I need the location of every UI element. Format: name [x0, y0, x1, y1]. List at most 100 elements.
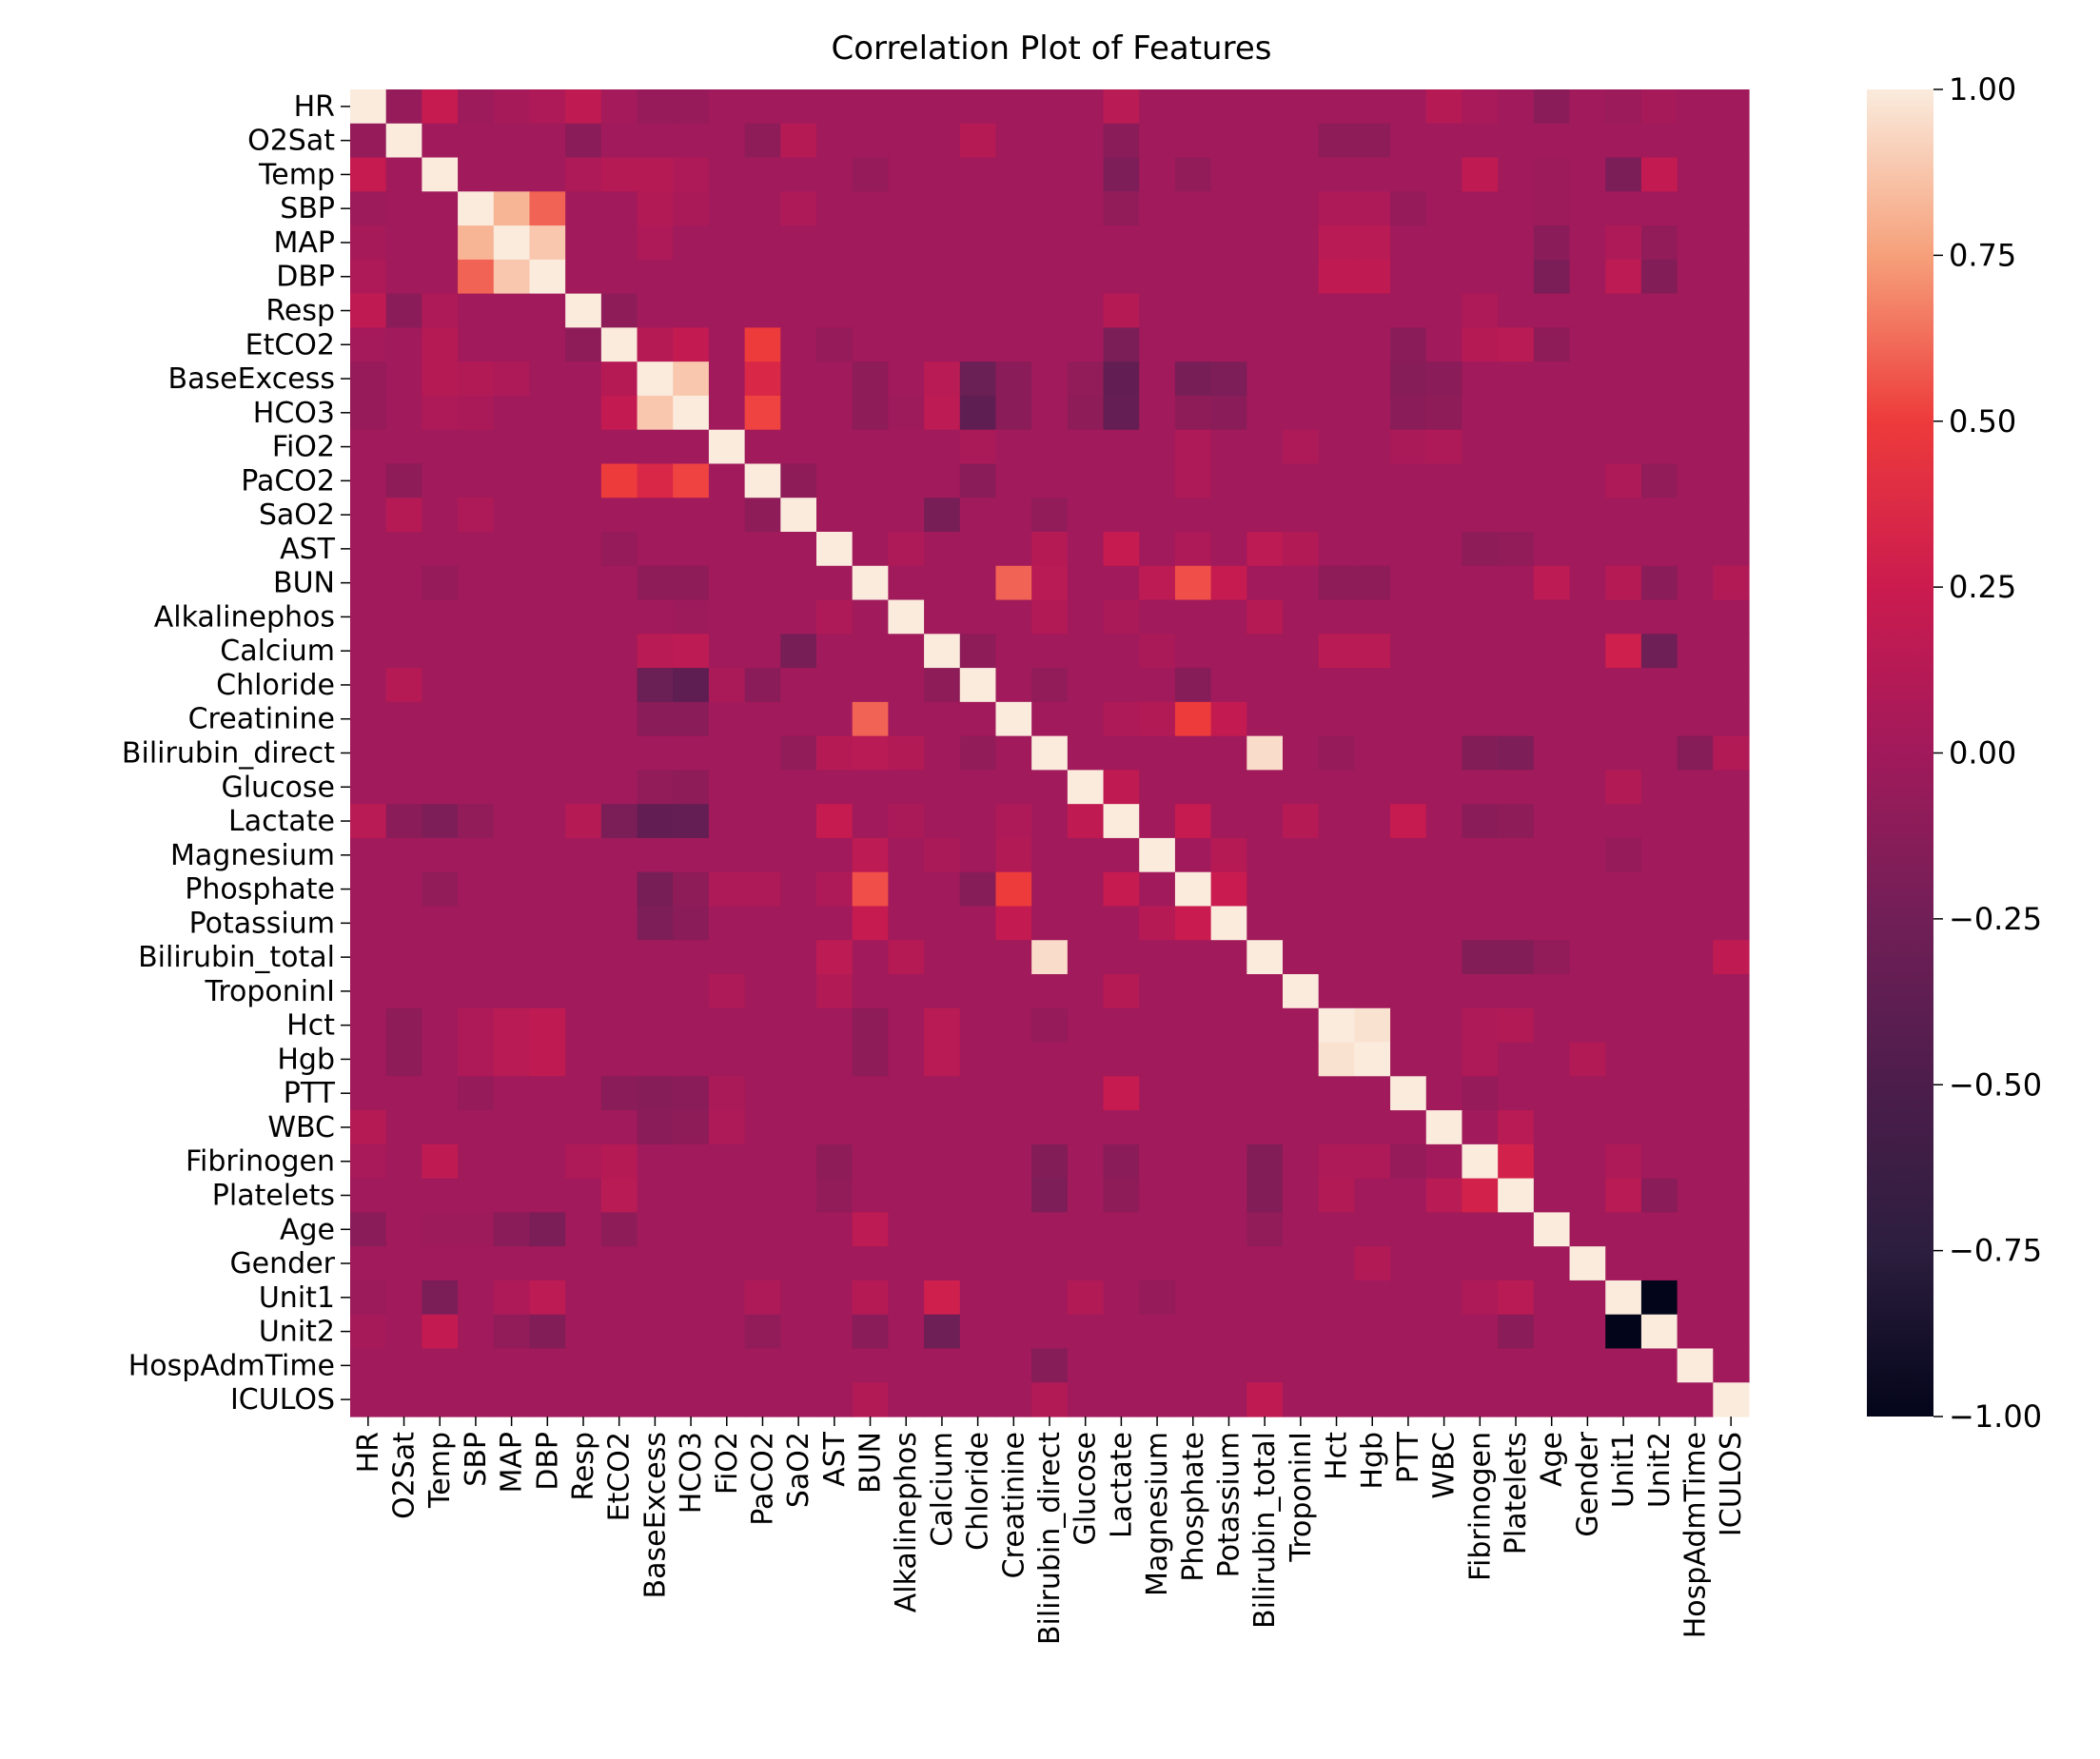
heatmap-cell — [385, 1042, 422, 1077]
heatmap-cell — [422, 498, 459, 533]
heatmap-cell — [1640, 735, 1678, 771]
heatmap-cell — [1210, 804, 1247, 839]
heatmap-cell — [1569, 429, 1606, 465]
heatmap-cell — [565, 1280, 602, 1316]
heatmap-cell — [637, 293, 674, 328]
heatmap-cell — [1425, 1178, 1463, 1213]
heatmap-cell — [1677, 1110, 1714, 1145]
heatmap-cell — [1713, 1007, 1750, 1044]
heatmap-cell — [924, 837, 961, 873]
heatmap-cell — [959, 1076, 997, 1111]
heatmap-cell — [1390, 1178, 1427, 1213]
heatmap-cell — [924, 123, 961, 159]
heatmap-cell — [350, 532, 387, 567]
heatmap-cell — [1390, 1246, 1427, 1281]
x-tick-label: Lactate — [1105, 1432, 1138, 1538]
heatmap-cell — [350, 1348, 387, 1383]
heatmap-cell — [1462, 293, 1499, 328]
heatmap-cell — [385, 395, 422, 431]
heatmap-cell — [493, 1348, 531, 1383]
x-tick-label: ICULOS — [1715, 1432, 1748, 1536]
heatmap-cell — [1174, 1212, 1212, 1247]
heatmap-cell — [924, 532, 961, 567]
heatmap-cell — [1246, 1007, 1284, 1044]
heatmap-cell — [1246, 293, 1284, 328]
heatmap-cell — [1103, 804, 1140, 839]
heatmap-cell — [565, 1348, 602, 1383]
heatmap-cell — [1533, 668, 1571, 703]
heatmap-cell — [600, 123, 638, 159]
heatmap-cell — [995, 1007, 1032, 1044]
heatmap-cell — [959, 1007, 997, 1044]
y-tick-label: BUN — [273, 567, 335, 600]
heatmap-cell — [673, 1042, 710, 1077]
heatmap-cell — [1677, 837, 1714, 873]
heatmap-cell — [1569, 123, 1606, 159]
heatmap-cell — [1498, 532, 1535, 567]
heatmap-cell — [1713, 770, 1750, 805]
heatmap-cell — [673, 599, 710, 635]
heatmap-cell — [744, 362, 781, 397]
heatmap-cell — [637, 735, 674, 771]
heatmap-cell — [673, 1007, 710, 1044]
heatmap-cell — [1031, 532, 1069, 567]
heatmap-cell — [852, 157, 889, 192]
heatmap-cell — [673, 463, 710, 498]
heatmap-cell — [1246, 123, 1284, 159]
heatmap-cell — [1210, 1314, 1247, 1350]
heatmap-cell — [995, 498, 1032, 533]
heatmap-cell — [1498, 1007, 1535, 1044]
heatmap-cell — [1283, 362, 1320, 397]
heatmap-cell — [529, 668, 566, 703]
heatmap-cell — [888, 259, 925, 295]
heatmap-cell — [959, 1314, 997, 1350]
colorbar-ticks: 1.000.750.500.250.00−0.25−0.50−0.75−1.00 — [1933, 71, 2042, 1435]
heatmap-cell — [565, 837, 602, 873]
heatmap-cell — [1640, 1382, 1678, 1417]
heatmap-cell — [852, 1076, 889, 1111]
heatmap-cell — [1139, 1212, 1176, 1247]
heatmap-cell — [995, 157, 1032, 192]
heatmap-cell — [816, 362, 854, 397]
heatmap-cell — [1139, 1042, 1176, 1077]
heatmap-cell — [637, 463, 674, 498]
heatmap-cell — [1569, 395, 1606, 431]
heatmap-cell — [1354, 1110, 1391, 1145]
heatmap-cell — [1462, 940, 1499, 975]
heatmap-cell — [1640, 395, 1678, 431]
heatmap-cell — [1498, 1076, 1535, 1111]
heatmap-cell — [600, 940, 638, 975]
heatmap-cell — [1605, 1143, 1642, 1180]
heatmap-cell — [888, 599, 925, 635]
heatmap-cell — [529, 123, 566, 159]
heatmap-cell — [422, 1314, 459, 1350]
heatmap-cell — [493, 498, 531, 533]
heatmap-cell — [816, 1178, 854, 1213]
heatmap-cell — [385, 1143, 422, 1180]
heatmap-cell — [1103, 532, 1140, 567]
heatmap-cell — [1031, 735, 1069, 771]
y-tick-label: TroponinI — [204, 975, 335, 1008]
heatmap-cell — [1246, 668, 1284, 703]
heatmap-cell — [565, 327, 602, 362]
heatmap-cell — [744, 701, 781, 737]
heatmap-cell — [1174, 599, 1212, 635]
heatmap-cell — [1462, 701, 1499, 737]
heatmap-cell — [816, 1143, 854, 1180]
heatmap-cell — [1425, 532, 1463, 567]
heatmap-cell — [1677, 123, 1714, 159]
heatmap-cell — [852, 89, 889, 125]
heatmap-cell — [1498, 1348, 1535, 1383]
heatmap-cell — [995, 327, 1032, 362]
heatmap-cell — [1640, 1314, 1678, 1350]
heatmap-cell — [1067, 906, 1105, 941]
heatmap-cell — [493, 770, 531, 805]
heatmap-cell — [1246, 395, 1284, 431]
heatmap-cell — [673, 735, 710, 771]
heatmap-cell — [1103, 1314, 1140, 1350]
heatmap-cell — [1354, 1314, 1391, 1350]
heatmap-cell — [565, 770, 602, 805]
heatmap-cell — [708, 974, 746, 1009]
heatmap-cell — [385, 1076, 422, 1111]
heatmap-cell — [1354, 1042, 1391, 1077]
